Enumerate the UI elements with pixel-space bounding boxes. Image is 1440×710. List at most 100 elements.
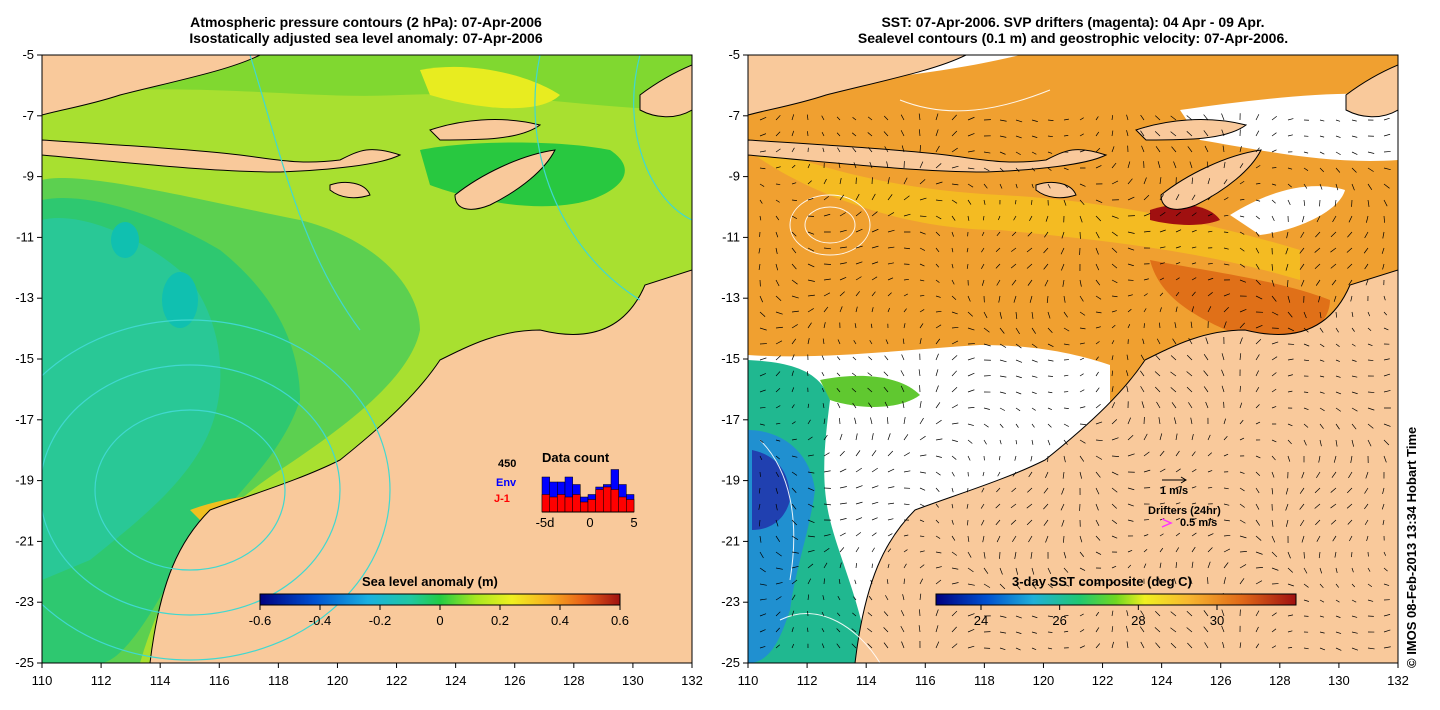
velocity-vector (1299, 519, 1305, 527)
velocity-vector (1239, 247, 1245, 252)
velocity-vector (1318, 295, 1321, 303)
velocity-vector (1367, 583, 1373, 588)
velocity-vector (966, 247, 969, 253)
velocity-vector (775, 644, 781, 649)
velocity-vector (951, 130, 958, 137)
velocity-vector (1171, 146, 1177, 153)
velocity-vector (1271, 372, 1277, 377)
velocity-vector (1031, 631, 1037, 634)
velocity-vector (1047, 135, 1053, 138)
velocity-vector (919, 197, 927, 201)
velocity-vector (1271, 406, 1277, 409)
velocity-vector (855, 517, 863, 521)
velocity-vector (1159, 277, 1165, 281)
velocity-vector (1319, 375, 1325, 378)
velocity-vector (883, 386, 889, 393)
sla-colorbar-label: Sea level anomaly (m) (362, 574, 498, 589)
velocity-vector (1155, 611, 1161, 617)
velocity-vector (1095, 581, 1101, 585)
velocity-vector (823, 278, 831, 281)
velocity-vector (903, 452, 910, 457)
velocity-vector (1187, 642, 1193, 649)
velocity-vector (823, 322, 826, 329)
velocity-vector (1346, 487, 1353, 494)
velocity-vector (1287, 423, 1293, 427)
velocity-vector (807, 578, 812, 585)
velocity-vector (1239, 519, 1246, 524)
velocity-vector (1330, 503, 1337, 509)
velocity-vector (1383, 390, 1391, 393)
velocity-vector (1330, 487, 1337, 493)
velocity-vector (1319, 567, 1323, 574)
right-lon-tick-label: 132 (1387, 673, 1409, 688)
velocity-vector (1142, 338, 1145, 345)
velocity-vector (981, 519, 985, 526)
velocity-vector (775, 627, 780, 633)
velocity-vector (1332, 215, 1337, 223)
velocity-vector (1095, 535, 1101, 541)
velocity-vector (1175, 433, 1178, 441)
left-lat-tick-label: -9 (22, 169, 34, 184)
velocity-vector (1221, 113, 1225, 121)
velocity-vector (1203, 386, 1209, 393)
velocity-vector (1031, 375, 1038, 378)
velocity-vector (1159, 177, 1162, 185)
velocity-vector (887, 518, 894, 521)
velocity-vector (1095, 295, 1102, 300)
velocity-vector (919, 323, 924, 329)
velocity-vector (1303, 567, 1308, 574)
velocity-vector (1079, 311, 1086, 316)
velocity-vector (1315, 231, 1321, 238)
velocity-vector (759, 455, 763, 461)
velocity-vector (1012, 471, 1017, 477)
velocity-vector (839, 178, 842, 185)
velocity-vector (1063, 311, 1068, 318)
velocity-vector (983, 343, 991, 347)
velocity-vector (1255, 643, 1260, 649)
velocity-vector (1026, 247, 1033, 253)
velocity-vector (1364, 263, 1369, 270)
j1-count-bar (603, 486, 612, 513)
velocity-vector (1079, 551, 1085, 557)
velocity-vector (1175, 229, 1182, 233)
velocity-vector (1299, 263, 1305, 270)
velocity-vector (1191, 502, 1197, 505)
australia-land-right (854, 269, 1398, 663)
velocity-vector (867, 147, 873, 153)
velocity-vector (791, 565, 799, 569)
sla-colorbar-ticks: -0.6 -0.4 -0.2 0 0.2 0.4 0.6 (249, 605, 629, 628)
velocity-vector (1335, 183, 1339, 191)
velocity-vector (1047, 167, 1052, 171)
velocity-vector (1351, 391, 1358, 395)
velocity-vector (1043, 503, 1049, 510)
velocity-vector (807, 308, 814, 313)
velocity-vector (852, 117, 857, 121)
velocity-vector (1015, 423, 1019, 428)
velocity-vector (1111, 610, 1114, 617)
velocity-vector (1207, 487, 1213, 489)
velocity-vector (871, 261, 879, 265)
velocity-vector (1159, 194, 1164, 201)
velocity-vector (1015, 567, 1019, 575)
velocity-vector (1207, 263, 1213, 265)
velocity-vector (855, 467, 863, 473)
left-lat-tick-label: -5 (22, 47, 34, 62)
velocity-vector (1095, 519, 1100, 526)
velocity-vector (759, 311, 766, 317)
right-lon-tick-label: 114 (856, 673, 877, 688)
velocity-vector (967, 583, 975, 586)
velocity-vector (1383, 455, 1387, 463)
data-count-tick-label: -5d (536, 515, 555, 530)
velocity-vector (1255, 404, 1260, 409)
data-count-inset: 450 Env J-1 Data count -5d 0 5 (494, 450, 638, 530)
velocity-vector (1155, 642, 1161, 649)
velocity-vector (1319, 167, 1325, 173)
sla-colorbar-tick-label: 0 (436, 613, 443, 628)
velocity-vector (1271, 519, 1274, 527)
velocity-vector (951, 165, 959, 169)
velocity-vector (1319, 439, 1322, 447)
velocity-vector (884, 401, 889, 409)
sla-eddy-2 (111, 222, 139, 258)
velocity-vector (902, 594, 905, 601)
velocity-vector (1079, 455, 1085, 462)
